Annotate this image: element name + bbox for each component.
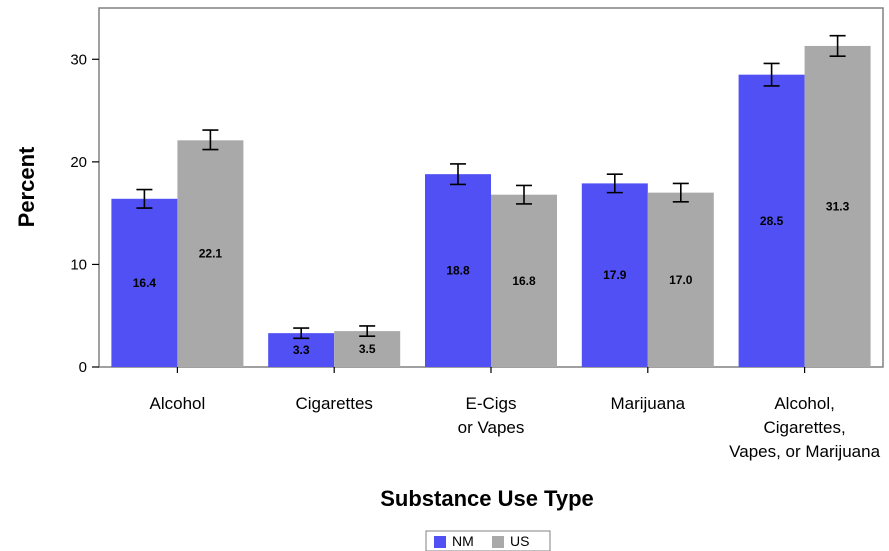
bars	[111, 45, 871, 368]
y-axis: 0 10 20 30	[70, 51, 99, 376]
y-tick-label: 10	[70, 256, 87, 273]
bar-us-0	[177, 140, 244, 367]
error-bar-us-3	[672, 182, 689, 203]
x-tick-label: Alcohol, Cigarettes, Vapes, or Marijuana	[729, 394, 880, 461]
bar-nm-3	[581, 183, 648, 367]
legend-frame	[425, 530, 551, 551]
x-axis: Alcohol Cigarettes E-Cigs or Vapes Marijuana…	[150, 367, 881, 461]
data-label-nm-1: 3.3	[293, 343, 310, 357]
legend-swatch-us	[492, 536, 504, 548]
error-bar-us-2	[516, 184, 532, 205]
legend-label-nm: NM	[452, 533, 474, 549]
error-bar-nm-4	[763, 62, 780, 87]
bar-nm-0	[111, 198, 178, 367]
bar-nm-2	[425, 174, 491, 367]
legend-swatch-nm	[434, 536, 446, 548]
data-label-us-4: 31.3	[826, 199, 850, 213]
x-axis-title: Substance Use Type	[380, 486, 594, 511]
error-bar-us-1	[359, 325, 376, 338]
data-label-nm-2: 18.8	[446, 264, 470, 278]
data-label-nm-0: 16.4	[133, 276, 157, 290]
legend: NM US	[425, 530, 551, 551]
y-axis-title: Percent	[14, 146, 39, 227]
error-bar-us-4	[829, 34, 846, 58]
bar-us-1	[334, 331, 401, 367]
x-tick-label: Alcohol	[150, 394, 206, 413]
y-tick-label: 20	[70, 154, 87, 171]
bar-nm-4	[738, 74, 805, 368]
error-bar-nm-0	[136, 188, 153, 209]
legend-label-us: US	[510, 533, 529, 549]
data-label-us-3: 17.0	[669, 273, 693, 287]
data-label-us-2: 16.8	[512, 274, 536, 288]
x-tick-label: E-Cigs or Vapes	[458, 394, 525, 437]
error-bars	[136, 34, 846, 340]
x-tick-label: Marijuana	[610, 394, 685, 413]
data-label-us-0: 22.1	[199, 247, 223, 261]
error-bar-us-0	[202, 129, 219, 151]
data-labels: 16.4 22.1 3.3 3.5 18.8 16.8 17.9 17.0 28.5 31.3	[133, 199, 850, 357]
error-bar-nm-2	[450, 163, 466, 186]
y-tick-label: 0	[79, 359, 87, 376]
error-bar-nm-3	[606, 173, 623, 194]
bar-us-2	[491, 194, 557, 367]
bar-us-3	[647, 192, 714, 367]
bar-us-4	[804, 45, 871, 368]
data-label-nm-4: 28.5	[760, 214, 784, 228]
x-tick-label: Cigarettes	[295, 394, 372, 413]
data-label-nm-3: 17.9	[603, 268, 627, 282]
data-label-us-1: 3.5	[359, 342, 376, 356]
error-bar-nm-1	[293, 327, 310, 340]
y-tick-label: 30	[70, 51, 87, 68]
